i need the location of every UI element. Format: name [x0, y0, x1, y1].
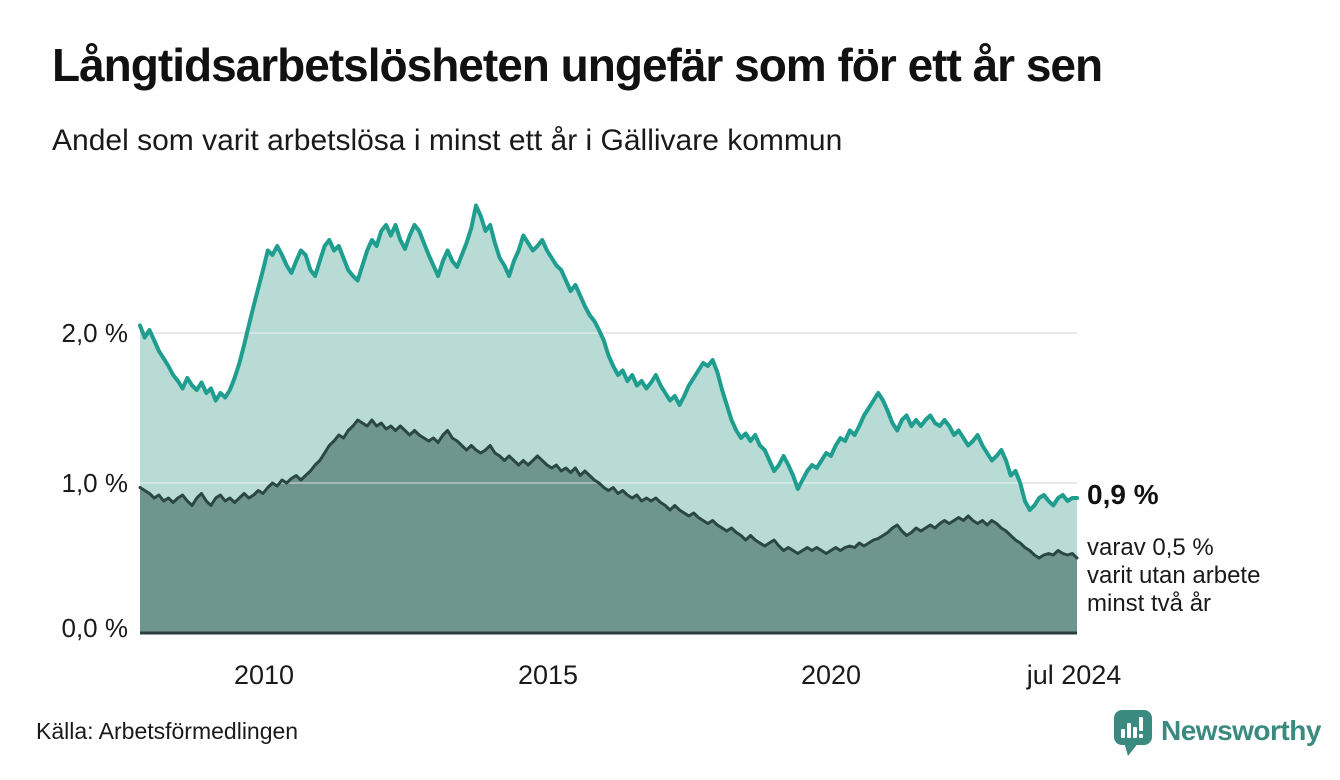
x-axis-tick-2010: 2010 [233, 660, 295, 690]
newsworthy-logo: Newsworthy [1113, 709, 1321, 757]
newsworthy-wordmark: Newsworthy [1161, 715, 1321, 746]
y-axis-tick-2: 2,0 % [61, 318, 129, 348]
x-axis-tick-jul-2024: jul 2024 [1026, 660, 1122, 690]
latest-value-headline: 0,9 % [1087, 479, 1159, 510]
chart-subtitle: Andel som varit arbetslösa i minst ett å… [52, 124, 843, 157]
x-axis-tick-2015: 2015 [517, 660, 579, 690]
source-attribution: Källa: Arbetsförmedlingen [36, 718, 299, 744]
latest-value-detail: varav 0,5 % varit utan arbete minst två … [1087, 534, 1337, 618]
page-title: Långtidsarbetslösheten ungefär som för e… [52, 39, 1103, 91]
y-axis-tick-0: 0,0 % [61, 613, 129, 643]
newsworthy-bubble-chart-icon [1114, 710, 1152, 756]
x-axis-tick-2020: 2020 [800, 660, 862, 690]
y-axis-tick-1: 1,0 % [61, 468, 129, 498]
annotation-line: varit utan arbete [1087, 562, 1261, 589]
latest-value-annotation: 0,9 % varav 0,5 % varit utan arbete mins… [1087, 479, 1337, 618]
annotation-line: varav 0,5 % [1087, 534, 1214, 561]
annotation-line: minst två år [1087, 590, 1212, 617]
